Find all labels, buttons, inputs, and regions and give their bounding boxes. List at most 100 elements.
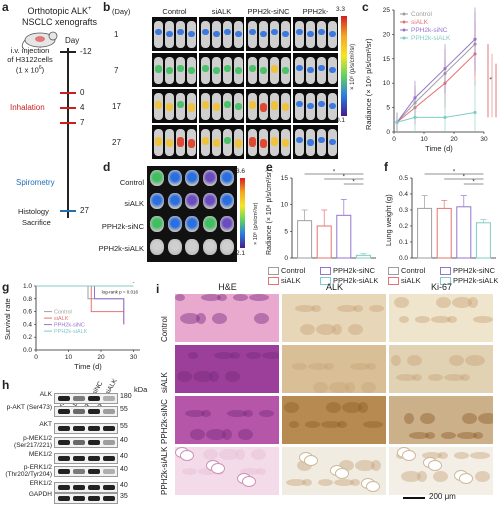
d-colorbar-min: 2.1	[236, 250, 246, 257]
bioluminescence-image	[152, 17, 197, 51]
y-tick-label: 15	[383, 56, 391, 63]
tissue-texture	[431, 316, 451, 323]
tissue-texture	[190, 429, 205, 440]
y-tick-label: 5	[386, 105, 390, 112]
tumor-signal	[329, 67, 336, 73]
tumor-signal	[235, 103, 242, 111]
significance-mark: *	[333, 170, 336, 176]
x-tick-label: 0	[392, 136, 396, 143]
tissue-texture	[254, 313, 269, 324]
tumor-signal	[177, 29, 184, 35]
blot-band	[103, 426, 115, 431]
y-tick-label: 0.5	[399, 175, 408, 182]
data-point	[413, 115, 417, 119]
tissue-texture	[286, 479, 306, 486]
colorbar-max: 3.3	[336, 6, 346, 13]
day-label-minus12: -12	[80, 47, 92, 56]
tissue-texture	[468, 297, 478, 308]
scale-bar	[403, 497, 425, 499]
tumor-signal	[260, 139, 267, 149]
legend-swatch	[388, 267, 399, 276]
tissue-texture	[478, 413, 493, 424]
tissue-texture	[203, 449, 218, 460]
kda-value: 40	[120, 482, 128, 489]
tumor-signal	[307, 103, 314, 109]
tumor-signal	[271, 29, 278, 35]
tumor-signal	[188, 31, 195, 37]
bar	[297, 220, 313, 259]
tissue-texture	[313, 382, 328, 393]
tumor-signal	[282, 139, 289, 148]
y-tick-label: 0.8	[23, 296, 32, 303]
histology-image	[389, 396, 493, 444]
d-row-pph2k-sialk: PPH2k-siALK	[98, 244, 144, 253]
tissue-texture	[188, 352, 198, 359]
tissue-texture	[361, 382, 376, 393]
bioluminescence-image	[293, 17, 338, 51]
col-header-ki67: Ki-67	[430, 282, 452, 292]
legend-entry: PPH2k-siNC	[54, 323, 85, 329]
histology-image	[389, 447, 493, 495]
tumor-signal	[307, 67, 314, 73]
bar	[417, 207, 433, 259]
tissue-texture	[329, 382, 349, 393]
lung-specimen	[150, 216, 164, 232]
lung-specimen	[202, 239, 217, 255]
tissue-texture	[332, 324, 342, 335]
data-point	[413, 96, 417, 100]
histology-image	[282, 294, 386, 342]
tissue-texture	[196, 313, 206, 324]
alveolus	[335, 468, 349, 479]
tissue-texture	[238, 429, 253, 440]
lung-specimen	[167, 170, 182, 186]
y-tick-label: 0.4	[23, 321, 32, 328]
histology-image	[175, 294, 279, 342]
tissue-texture	[256, 468, 266, 475]
band-label: ALK	[39, 391, 52, 398]
d-row-sialk: siALK	[124, 199, 144, 208]
y-tick-label: 0.6	[23, 309, 32, 316]
band-label: ERK1/2	[29, 480, 52, 487]
legend-entry: Control	[388, 266, 425, 276]
tissue-texture	[457, 432, 477, 439]
tissue-texture	[462, 413, 477, 424]
blot-strip	[54, 482, 118, 493]
histology-image	[389, 345, 493, 393]
lung-specimen	[150, 170, 164, 186]
tumor-signal	[177, 101, 184, 109]
band-label: p-ERK1/2 (Thr202/Tyr204)	[5, 464, 52, 478]
blot-strip	[54, 466, 118, 477]
tumor-signal	[307, 31, 314, 37]
y-tick-label: 15	[281, 175, 289, 182]
lung-specimen	[220, 239, 234, 255]
tumor-signal	[155, 137, 162, 146]
blot-strip	[54, 437, 118, 448]
tumor-signal	[166, 139, 173, 148]
tissue-texture	[342, 402, 362, 413]
tissue-texture	[185, 410, 205, 417]
panel-label-b: b	[103, 0, 111, 14]
blot-band	[58, 456, 70, 461]
lung-specimen	[220, 216, 234, 232]
tumor-signal	[296, 101, 303, 107]
tumor-signal	[177, 137, 184, 147]
band-label: AKT	[39, 421, 52, 428]
blot-band	[88, 409, 100, 414]
tissue-texture	[470, 452, 490, 459]
bar	[336, 214, 352, 259]
group-label-sialk: siALK	[211, 7, 232, 16]
x-tick-label: 10	[420, 136, 428, 143]
blot-band	[73, 469, 85, 474]
tumor-signal	[213, 31, 220, 37]
bioluminescence-image	[246, 89, 291, 123]
tick-day-minus12	[60, 51, 76, 53]
tissue-texture	[404, 413, 414, 424]
tissue-texture	[473, 432, 483, 439]
tumor-signal	[296, 29, 303, 35]
tissue-texture	[396, 374, 416, 381]
blot-band	[73, 485, 85, 490]
band-label: p-AKT (Ser473)	[6, 404, 52, 411]
tissue-texture	[225, 371, 240, 382]
tissue-texture	[350, 479, 360, 486]
data-point	[443, 66, 447, 71]
